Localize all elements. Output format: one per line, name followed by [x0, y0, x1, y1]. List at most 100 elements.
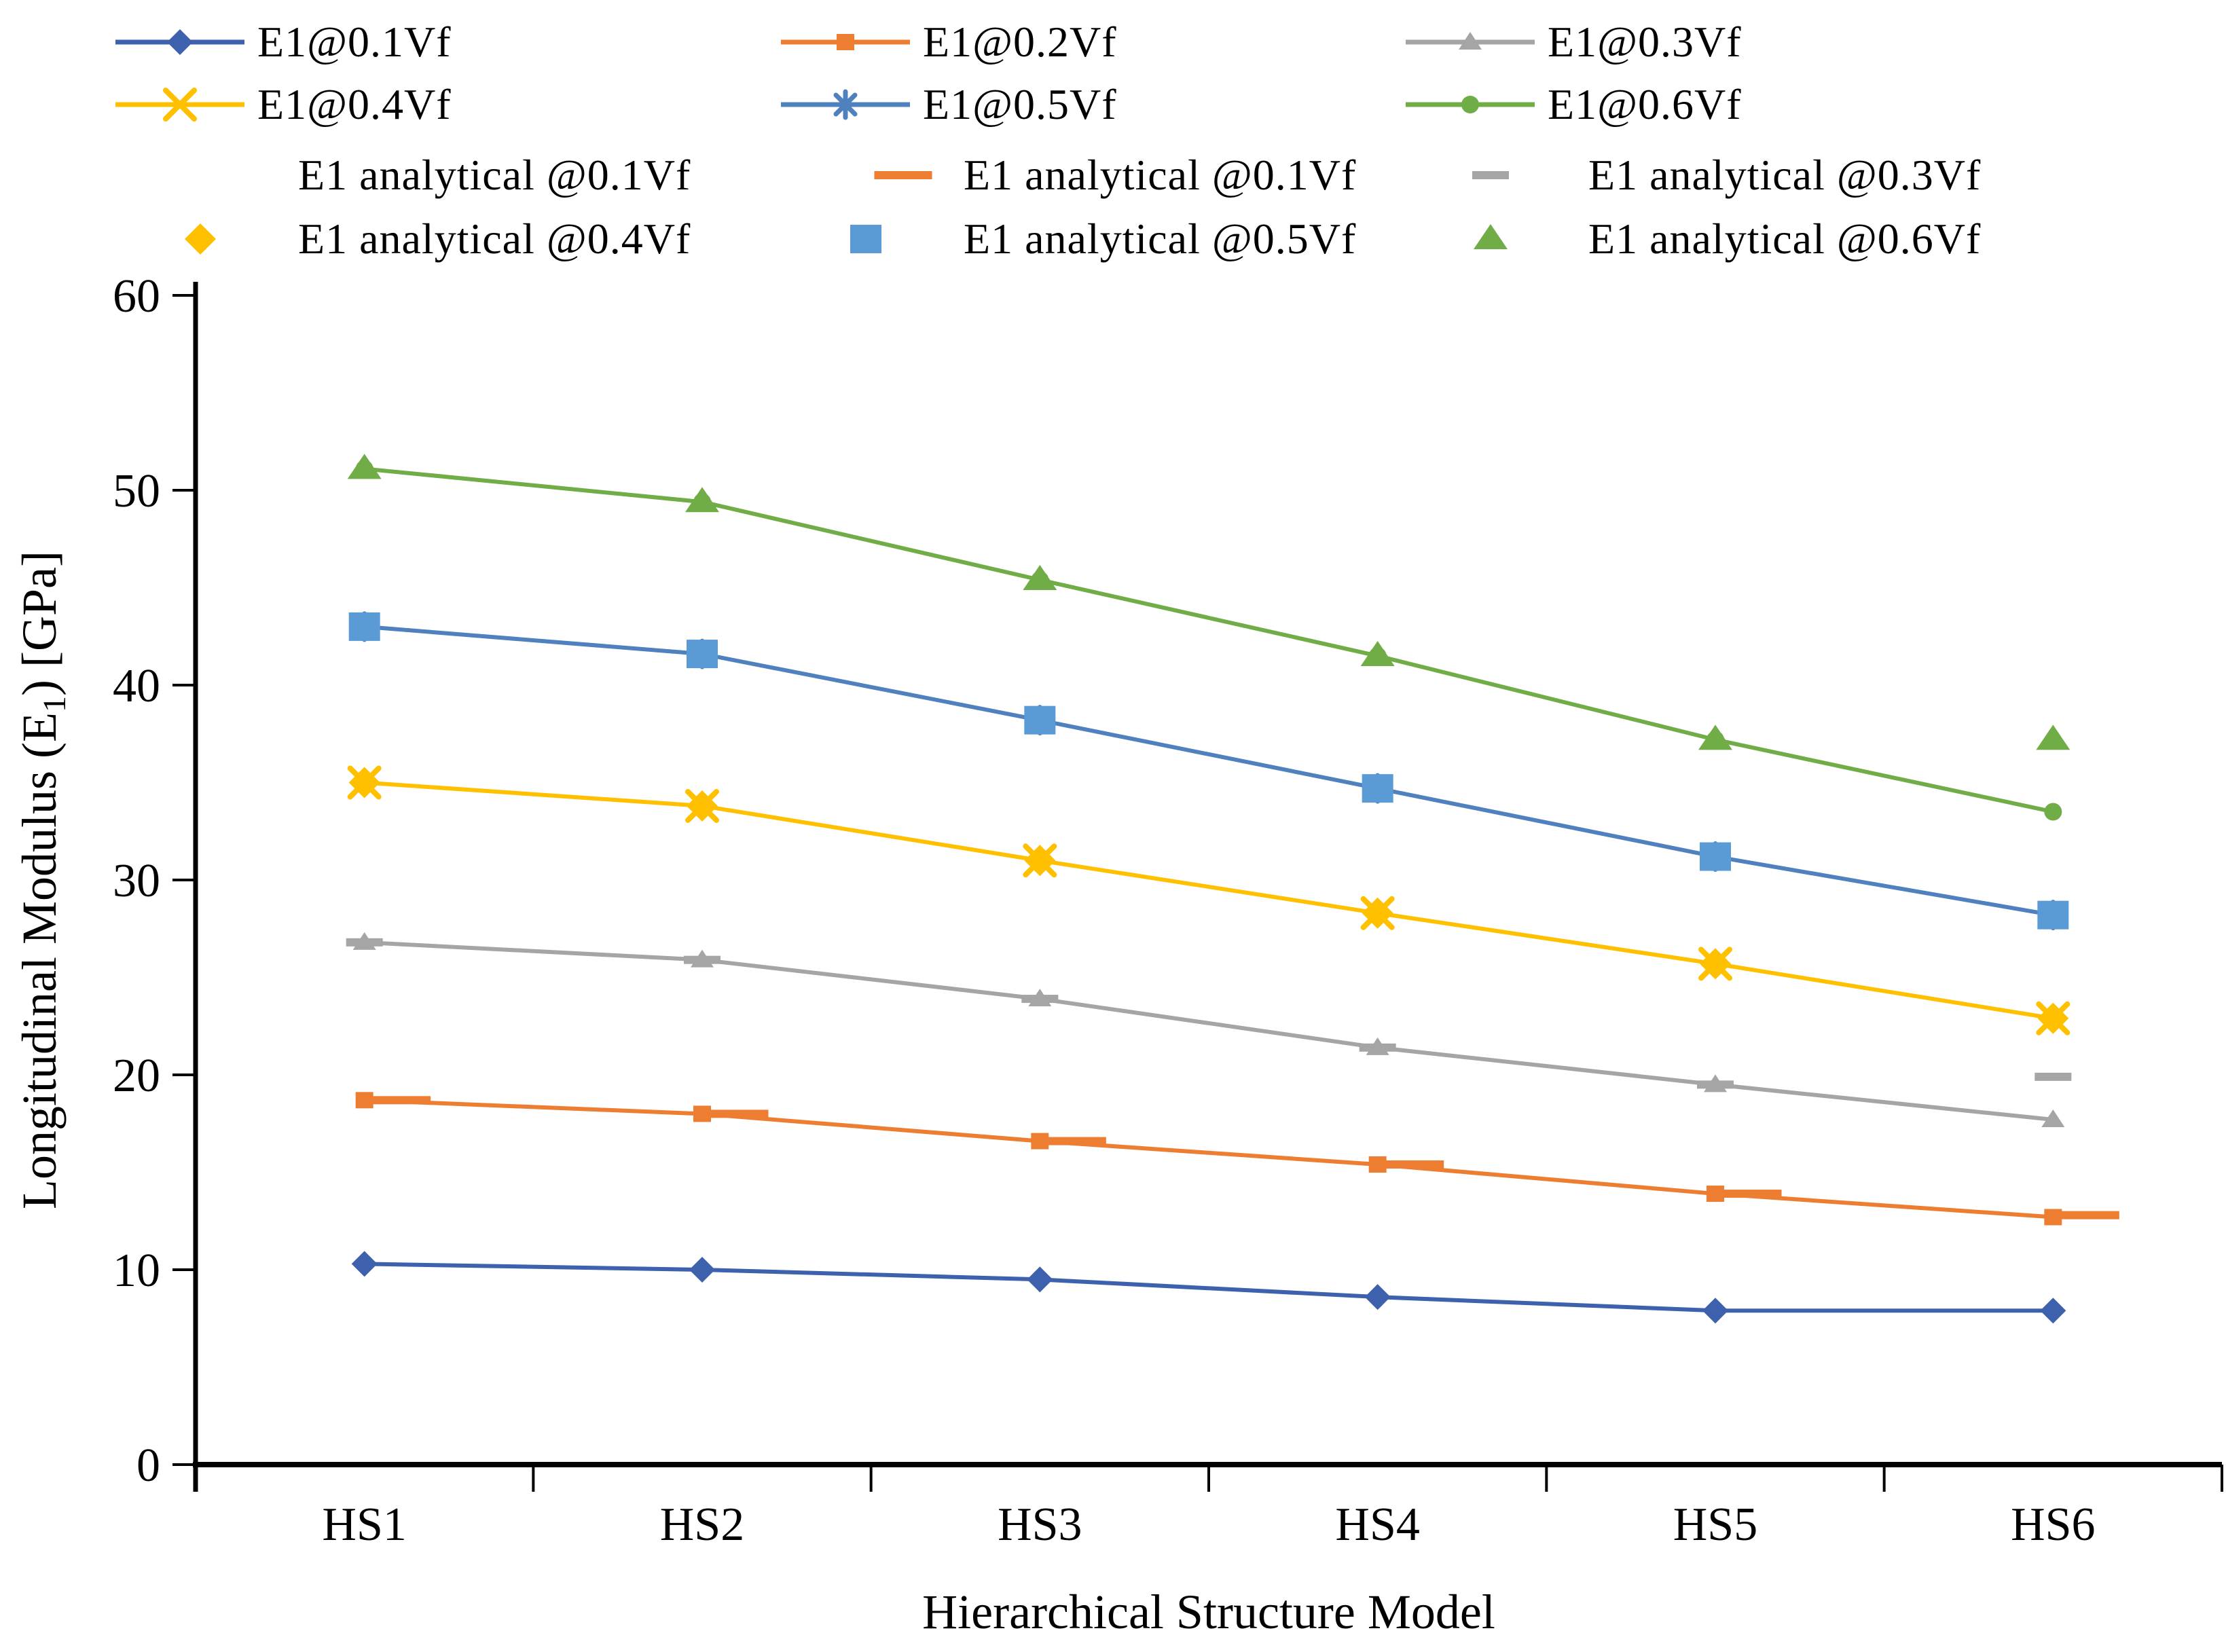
- marker-diamond: [687, 790, 718, 822]
- marker-diamond: [1700, 948, 1731, 980]
- y-title-pre: Longitudinal Modulus (E: [12, 712, 67, 1209]
- legend-swatch-square-icon: [781, 34, 910, 50]
- y-title-post: ) [GPa]: [12, 551, 67, 696]
- marker-square: [355, 1092, 373, 1109]
- marker-x: [163, 88, 197, 122]
- marker-diamond: [2040, 1298, 2066, 1324]
- marker-dash: [2035, 1072, 2072, 1081]
- marker-square: [2037, 900, 2069, 930]
- marker-dash: [1048, 1137, 1106, 1145]
- marker-dash: [346, 938, 383, 947]
- series-line-E1@0.2Vf: [364, 1098, 2054, 1219]
- series-fe-E1@0.3Vf: [352, 932, 2065, 1128]
- marker-asterisk: [833, 89, 858, 120]
- marker-square: [693, 1105, 711, 1122]
- marker-diamond: [2037, 1002, 2069, 1034]
- x-category-label-HS4: HS4: [1335, 1499, 1419, 1551]
- marker-diamond: [689, 1257, 715, 1283]
- legend-item-1-E1@0.2Vf: E1@0.2Vf: [778, 15, 1117, 69]
- y-tick-label-50: 50: [113, 465, 160, 517]
- marker-diamond: [348, 767, 380, 799]
- marker-circle: [2044, 803, 2062, 821]
- marker-triangle: [1474, 224, 1508, 249]
- series-analytical-markers-E1-analytical-@0.6Vf: [347, 454, 2070, 750]
- marker-triangle: [2041, 1109, 2065, 1128]
- legend-swatch-diamond-icon: [185, 223, 216, 255]
- marker-triangle: [1459, 32, 1482, 50]
- legend-item-0-E1@0.1Vf: E1@0.1Vf: [112, 15, 452, 69]
- series-line-E1@0.6Vf: [364, 466, 2054, 814]
- legend-item-11-E1-analytical-@0.6Vf: E1 analytical @0.6Vf: [1402, 212, 1981, 266]
- legend-label: E1@0.3Vf: [1548, 18, 1742, 66]
- marker-diamond: [351, 1251, 378, 1277]
- legend-label: E1 analytical @0.1Vf: [298, 151, 691, 199]
- legend-label: E1@0.5Vf: [923, 80, 1117, 128]
- series-fe-E1@0.2Vf: [355, 1092, 2062, 1226]
- marker-dash: [1386, 1160, 1444, 1169]
- y-tick-label-40: 40: [113, 660, 160, 712]
- marker-square: [1368, 1156, 1387, 1173]
- marker-diamond: [1027, 1266, 1053, 1293]
- marker-circle: [1461, 96, 1479, 113]
- marker-square: [348, 612, 380, 641]
- y-axis-title: Longitudinal Modulus (E1) [GPa]: [12, 551, 73, 1209]
- y-tick-label-20: 20: [113, 1050, 160, 1102]
- marker-triangle: [1360, 640, 1395, 666]
- legend-swatch-x-icon: [115, 88, 244, 122]
- legend-swatch-square-icon: [850, 225, 881, 253]
- marker-diamond: [1362, 897, 1393, 929]
- y-tick-label-30: 30: [113, 855, 160, 907]
- legend-item-6-E1-analytical-@0.1Vf: E1 analytical @0.1Vf: [112, 148, 691, 202]
- legend-item-8-E1-analytical-@0.3Vf: E1 analytical @0.3Vf: [1402, 148, 1981, 202]
- series-analytical-markers-E1-analytical-@0.1Vf: [373, 1096, 2119, 1219]
- legend-swatch-none-icon: [112, 148, 289, 202]
- marker-square: [1031, 1133, 1049, 1150]
- marker-dash: [373, 1096, 431, 1105]
- legend-item-5-E1@0.6Vf: E1@0.6Vf: [1402, 77, 1742, 132]
- legend-label: E1 analytical @0.1Vf: [964, 151, 1357, 199]
- marker-dash: [710, 1109, 769, 1118]
- legend-label: E1 analytical @0.5Vf: [964, 215, 1357, 263]
- marker-triangle: [685, 487, 719, 513]
- marker-triangle: [347, 454, 382, 479]
- legend-swatch-asterisk-icon: [781, 89, 910, 120]
- series-fe-E1@0.4Vf: [347, 765, 2070, 1035]
- plot-area: 0 10 20 30 40 50 60 HS1 HS2 HS3 HS4 HS5 HS6: [113, 270, 2223, 1551]
- legend-item-9-E1-analytical-@0.4Vf: E1 analytical @0.4Vf: [112, 212, 691, 266]
- legend-swatch-diamond-icon: [115, 29, 244, 55]
- y-title-subscript: 1: [37, 696, 73, 712]
- legend-label: E1@0.4Vf: [257, 80, 452, 128]
- marker-square: [1700, 842, 1731, 871]
- legend-label: E1@0.2Vf: [923, 18, 1117, 66]
- y-tick-label-0: 0: [136, 1439, 160, 1492]
- legend-item-3-E1@0.4Vf: E1@0.4Vf: [112, 77, 452, 132]
- legend-swatch-dash-icon: [1472, 171, 1509, 179]
- x-category-label-HS5: HS5: [1673, 1499, 1757, 1551]
- series-line-E1@0.3Vf: [364, 940, 2054, 1122]
- legend-label: E1 analytical @0.4Vf: [298, 215, 691, 263]
- x-category-label-HS3: HS3: [998, 1499, 1082, 1551]
- legend-swatch-triangle-icon: [1474, 224, 1508, 249]
- marker-diamond: [167, 29, 193, 55]
- marker-square: [837, 34, 854, 50]
- legend-item-2-E1@0.3Vf: E1@0.3Vf: [1402, 15, 1742, 69]
- legend-item-4-E1@0.5Vf: E1@0.5Vf: [778, 77, 1117, 132]
- series-fe-E1@0.5Vf: [352, 611, 2065, 931]
- legend-swatch-dash-icon: [874, 171, 932, 179]
- marker-dash: [1021, 995, 1059, 1004]
- series-fe-E1@0.6Vf: [355, 460, 2062, 821]
- x-axis-title: Hierarchical Structure Model: [922, 1585, 1495, 1639]
- series-fe-E1@0.1Vf: [351, 1251, 2066, 1324]
- series-analytical-markers-E1-analytical-@0.4Vf: [348, 767, 2069, 1034]
- marker-dash: [1472, 171, 1509, 179]
- series-line-E1@0.1Vf: [364, 1262, 2054, 1313]
- legend-label: E1@0.1Vf: [257, 18, 452, 66]
- x-category-label-HS1: HS1: [322, 1499, 406, 1551]
- marker-dash: [1723, 1190, 1782, 1198]
- marker-diamond: [1364, 1284, 1391, 1310]
- marker-triangle: [1698, 724, 1732, 750]
- marker-triangle: [2036, 724, 2070, 750]
- marker-square: [2044, 1209, 2062, 1226]
